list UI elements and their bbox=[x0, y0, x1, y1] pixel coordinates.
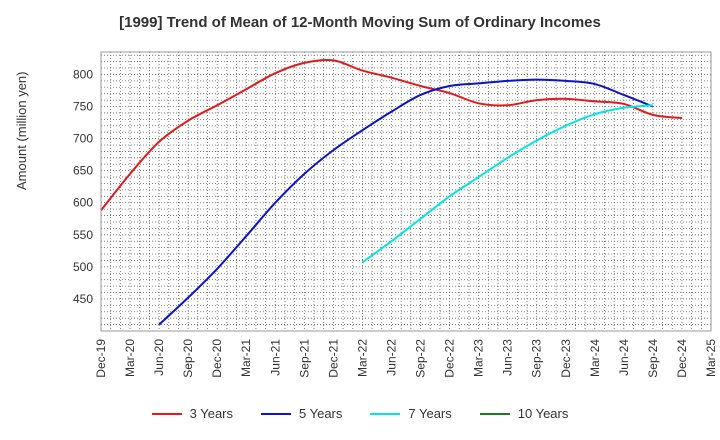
x-tick-label: Jun-22 bbox=[384, 339, 398, 376]
legend-item: 10 Years bbox=[479, 406, 569, 421]
y-tick-label: 650 bbox=[73, 164, 93, 178]
x-tick-label: Mar-24 bbox=[588, 339, 602, 377]
x-tick-label: Mar-21 bbox=[239, 339, 253, 377]
legend-item: 3 Years bbox=[151, 406, 233, 421]
x-tick-label: Mar-22 bbox=[355, 339, 369, 377]
legend-label: 3 Years bbox=[189, 406, 233, 421]
x-tick-label: Sep-20 bbox=[181, 339, 195, 378]
x-tick-label: Sep-24 bbox=[646, 339, 660, 378]
legend-item: 5 Years bbox=[261, 406, 342, 421]
x-tick-label: Dec-23 bbox=[559, 339, 573, 378]
y-tick-label: 500 bbox=[73, 260, 93, 274]
x-tick-label: Jun-20 bbox=[152, 339, 166, 376]
x-tick-label: Mar-23 bbox=[472, 339, 486, 377]
legend-label: 5 Years bbox=[299, 406, 343, 421]
x-tick-label: Dec-20 bbox=[210, 339, 224, 378]
x-tick-label: Dec-19 bbox=[94, 339, 108, 378]
y-tick-label: 550 bbox=[73, 228, 93, 242]
legend-swatch bbox=[151, 412, 182, 415]
legend-swatch bbox=[261, 412, 291, 415]
series-line-3-years bbox=[100, 58, 683, 212]
series-line-7-years bbox=[361, 104, 653, 264]
x-tick-label: Dec-24 bbox=[675, 339, 689, 378]
y-tick-label: 800 bbox=[73, 67, 93, 81]
legend-item: 7 Years bbox=[370, 406, 452, 421]
series-lines bbox=[100, 58, 683, 326]
chart-title: [1999] Trend of Mean of 12-Month Moving … bbox=[119, 14, 601, 31]
legend: 3 Years 5 Years 7 Years 10 Years bbox=[0, 406, 720, 421]
x-tick-label: Jun-24 bbox=[617, 339, 631, 376]
x-tick-label: Sep-22 bbox=[414, 339, 428, 378]
x-tick-label: Jun-21 bbox=[268, 339, 282, 376]
y-tick-label: 450 bbox=[73, 292, 93, 306]
legend-swatch bbox=[479, 412, 510, 415]
x-tick-label: Mar-20 bbox=[123, 339, 137, 377]
x-tick-labels: Dec-19 Mar-20 Jun-20 Sep-20 Dec-20 Mar-21 Jun-… bbox=[94, 339, 718, 378]
y-tick-label: 700 bbox=[73, 132, 93, 146]
y-tick-labels: 450 500 550 600 650 700 750 800 bbox=[73, 67, 93, 305]
x-tick-label: Mar-25 bbox=[704, 339, 718, 377]
x-tick-label: Sep-23 bbox=[530, 339, 544, 378]
series-line-5-years bbox=[158, 78, 654, 326]
y-tick-label: 750 bbox=[73, 100, 93, 114]
x-tick-label: Jun-23 bbox=[501, 339, 515, 376]
legend-swatch bbox=[370, 412, 401, 415]
legend-label: 10 Years bbox=[517, 406, 569, 421]
legend-label: 7 Years bbox=[408, 406, 452, 421]
x-tick-label: Sep-21 bbox=[297, 339, 311, 378]
plot-frame bbox=[100, 51, 712, 332]
y-axis-label: Amount (million yen) bbox=[14, 71, 29, 191]
y-tick-label: 600 bbox=[73, 196, 93, 210]
x-tick-label: Dec-22 bbox=[443, 339, 457, 378]
x-tick-label: Dec-21 bbox=[326, 339, 340, 378]
